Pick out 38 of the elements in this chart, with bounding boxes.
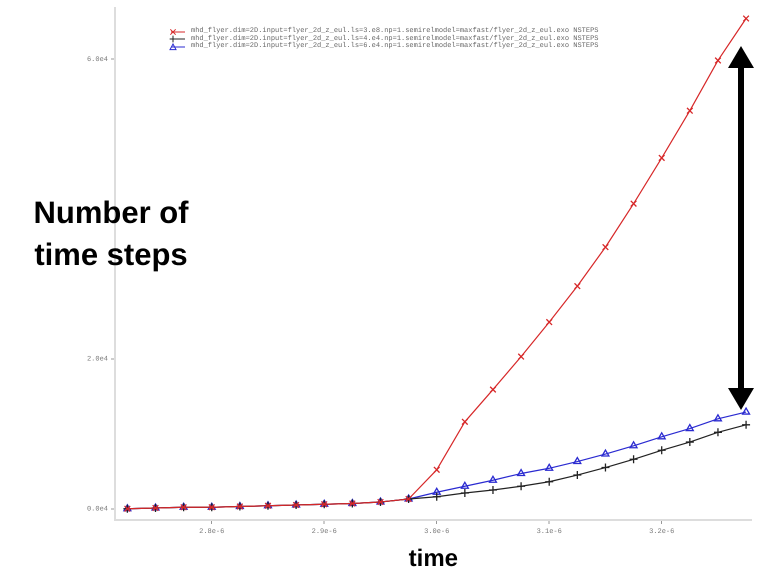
- point: [573, 456, 582, 464]
- point: [742, 15, 750, 22]
- point: [629, 441, 638, 448]
- point: [714, 414, 722, 422]
- point: [574, 282, 581, 290]
- point: [657, 446, 666, 455]
- point: [713, 428, 723, 437]
- y-axis-title: Number of time steps: [32, 194, 190, 274]
- point: [546, 318, 553, 326]
- point: [432, 488, 441, 495]
- point: [628, 454, 638, 464]
- point: [461, 418, 468, 426]
- point: [742, 407, 750, 415]
- point: [686, 424, 694, 432]
- point: [686, 107, 694, 114]
- point: [488, 476, 498, 483]
- point: [545, 464, 554, 471]
- point: [572, 470, 582, 480]
- point: [460, 482, 469, 489]
- point: [602, 244, 609, 251]
- point: [518, 353, 525, 360]
- point: [460, 488, 470, 498]
- point: [630, 200, 638, 208]
- point: [516, 482, 526, 491]
- point: [741, 420, 751, 430]
- point: [658, 432, 666, 440]
- point: [516, 468, 526, 476]
- point: [600, 462, 610, 472]
- x-axis-title: time: [408, 545, 458, 572]
- point: [601, 449, 610, 457]
- point: [544, 477, 554, 486]
- point: [433, 466, 440, 474]
- point: [432, 492, 442, 502]
- point: [489, 386, 496, 394]
- point: [685, 437, 694, 447]
- point: [488, 485, 498, 495]
- point: [658, 154, 666, 162]
- point: [714, 56, 722, 64]
